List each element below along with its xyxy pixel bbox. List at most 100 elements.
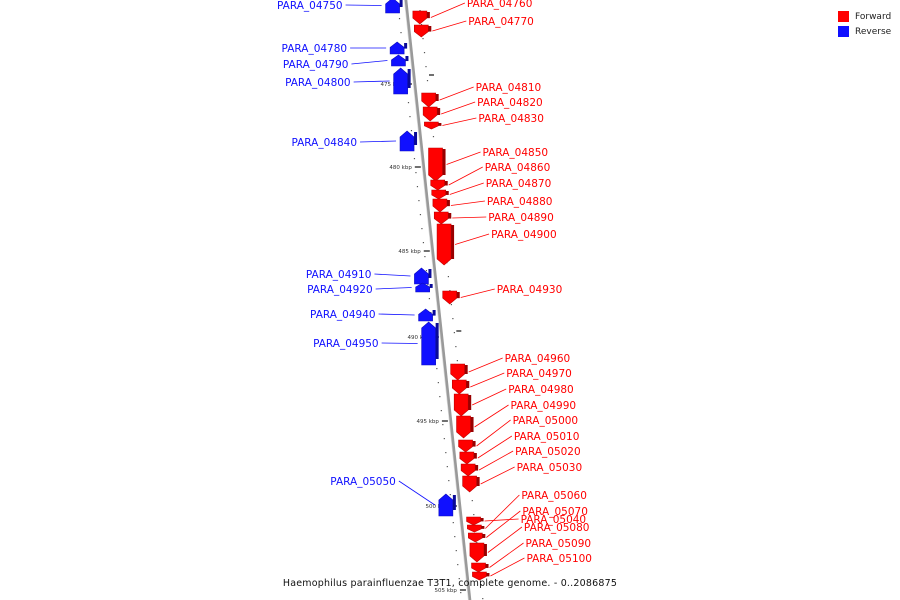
gene-label: PARA_05040 [521,514,587,526]
gene-leader-line [353,80,390,83]
gene-para-05070: PARA_05070 [468,506,588,543]
gene-arrow-side [426,12,430,19]
gene-arrow-side [481,526,485,529]
gene-para-04810: PARA_04810 [421,82,542,108]
minor-tick [421,228,423,230]
gene-para-04960: PARA_04960 [450,353,570,381]
gene-label: PARA_05070 [522,506,588,518]
gene-arrow-side [445,191,449,195]
legend-item-reverse: Reverse [838,24,891,39]
gene-label: PARA_04940 [310,309,376,321]
gene-arrow [428,147,443,182]
gene-para-04910: PARA_04910 [306,267,432,285]
minor-tick [428,298,430,300]
minor-tick [436,368,438,370]
minor-tick [453,332,455,334]
gene-arrow [433,211,449,225]
gene-label: PARA_04820 [477,97,543,109]
gene-leader-line [442,117,477,126]
minor-tick [450,304,452,306]
gene-leader-line [472,388,507,406]
gene-arrow [471,562,486,573]
gene-leader-line [454,233,490,245]
gene-para-05040: PARA_05040 [466,514,587,526]
minor-tick [418,200,420,202]
gene-leader-line [484,518,519,522]
gene-arrow [393,67,408,95]
gene-label: PARA_04800 [285,77,351,89]
gene-arrow [391,54,406,67]
gene-arrow [418,308,433,322]
gene-label: PARA_04770 [468,16,534,28]
gene-label: PARA_04980 [508,384,574,396]
gene-leader-line [478,450,514,471]
gene-para-05030: PARA_05030 [462,462,582,493]
gene-arrow-side [468,395,472,410]
gene-leader-line [449,182,484,195]
gene-para-04860: PARA_04860 [430,162,550,191]
gene-arrow-side [442,149,446,175]
gene-label: PARA_05050 [330,476,396,488]
minor-tick [407,102,410,104]
minor-tick [447,276,449,278]
gene-para-04970: PARA_04970 [451,368,572,395]
minor-tick [480,584,482,586]
gene-arrow-side [432,310,436,316]
gene-leader-line [470,372,505,388]
minor-tick [427,284,429,286]
minor-tick [419,10,421,12]
minor-tick [409,116,411,118]
gene-leader-line [345,4,382,6]
legend-label-forward: Forward [855,11,892,22]
minor-tick [425,66,427,68]
gene-arrow [389,41,405,55]
minor-tick [423,52,426,54]
gene-label: PARA_05080 [524,522,590,534]
legend-label-reverse: Reverse [855,26,892,37]
gene-para-04770: PARA_04770 [414,16,534,38]
gene-arrow [421,321,436,366]
gene-leader-line [468,357,503,373]
gene-arrow-side [475,465,479,471]
gene-para-05050: PARA_05050 [330,476,456,517]
minor-tick [482,598,484,600]
gene-arrow-side [456,292,460,299]
legend: Forward Reverse [838,9,891,39]
gene-arrow [438,493,454,517]
gene-leader-line [381,342,418,344]
gene-arrow [469,542,485,563]
gene-arrow-side [435,323,439,359]
gene-label: PARA_04970 [506,368,572,380]
gene-leader-line [486,510,521,538]
gene-arrow [442,290,458,305]
minor-tick [422,38,424,40]
gene-leader-line [360,140,397,143]
gene-label: PARA_05100 [526,553,592,565]
gene-arrow-side [404,43,408,49]
gene-leader-line [452,216,487,219]
minor-tick [455,550,457,552]
gene-para-04990: PARA_04990 [456,400,576,439]
gene-para-05000: PARA_05000 [458,415,579,453]
gene-arrow [421,92,436,108]
minor-tick [456,360,458,362]
minor-tick [454,536,456,538]
gene-para-05060: PARA_05060 [467,490,587,533]
gene-arrow-side [429,284,433,288]
gene-para-05020: PARA_05020 [460,446,581,477]
gene-label: PARA_04880 [487,196,553,208]
gene-label: PARA_05060 [521,490,587,502]
gene-label: PARA_05020 [515,446,581,458]
gene-arrow-side [483,544,487,556]
gene-label: PARA_04920 [307,284,373,296]
gene-arrow-side [482,534,486,538]
gene-arrow [385,0,400,14]
gene-label: PARA_04750 [277,0,343,12]
gene-label: PARA_04810 [476,82,542,94]
gene-para-04750: PARA_04750 [277,0,403,14]
minor-tick [455,346,457,348]
gene-label: PARA_05000 [513,415,579,427]
gene-arrow-side [476,477,480,486]
